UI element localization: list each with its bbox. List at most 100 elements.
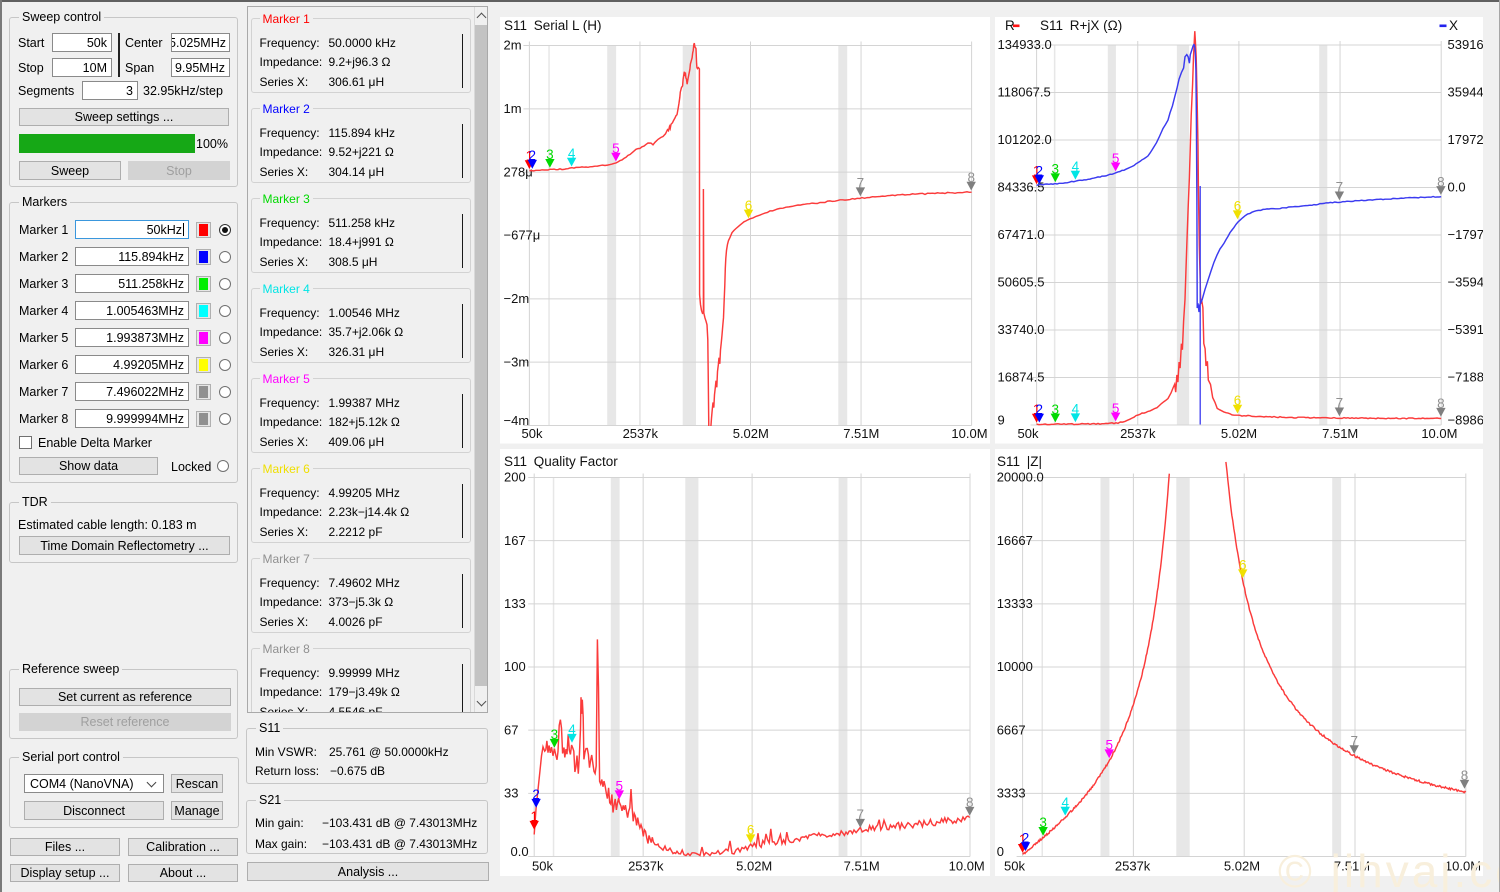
svg-text:5.02M: 5.02M <box>1221 426 1257 441</box>
svg-text:2m: 2m <box>504 38 522 53</box>
svg-text:3333: 3333 <box>997 786 1026 801</box>
svg-text:10.0M: 10.0M <box>1445 859 1481 874</box>
svg-text:8: 8 <box>967 170 975 185</box>
svg-text:16667: 16667 <box>997 533 1033 548</box>
svg-text:50k: 50k <box>522 426 543 441</box>
svg-text:0.0: 0.0 <box>511 844 529 859</box>
svg-text:6: 6 <box>1234 393 1242 408</box>
svg-text:167: 167 <box>504 533 526 548</box>
svg-text:1: 1 <box>1033 164 1041 179</box>
svg-text:67: 67 <box>504 722 518 737</box>
svg-text:7.51M: 7.51M <box>1334 859 1370 874</box>
svg-text:1: 1 <box>526 148 534 163</box>
svg-text:2: 2 <box>1036 163 1044 178</box>
svg-text:8: 8 <box>1437 396 1445 411</box>
svg-text:84336.5: 84336.5 <box>998 180 1045 195</box>
svg-text:1: 1 <box>530 809 538 824</box>
svg-text:50k: 50k <box>532 859 553 874</box>
svg-text:10.0M: 10.0M <box>951 426 987 441</box>
svg-text:13333: 13333 <box>997 596 1033 611</box>
svg-text:3: 3 <box>551 727 559 742</box>
svg-text:20000.0: 20000.0 <box>997 470 1044 485</box>
svg-text:7: 7 <box>857 807 865 822</box>
svg-text:3: 3 <box>546 147 554 162</box>
svg-text:6: 6 <box>745 198 753 213</box>
svg-text:S11 Serial L (H): S11 Serial L (H) <box>504 18 602 33</box>
svg-text:1m: 1m <box>504 101 522 116</box>
svg-text:5: 5 <box>1112 151 1120 166</box>
svg-text:101202.0: 101202.0 <box>998 132 1052 147</box>
svg-text:2537k: 2537k <box>628 859 664 874</box>
svg-text:−17972.3: −17972.3 <box>1448 227 1484 242</box>
svg-text:6: 6 <box>1239 558 1247 573</box>
svg-text:−2m: −2m <box>504 291 530 306</box>
svg-text:17972.3: 17972.3 <box>1448 132 1484 147</box>
svg-text:4: 4 <box>1072 402 1080 417</box>
svg-text:7: 7 <box>1350 733 1358 748</box>
svg-text:2: 2 <box>1036 402 1044 417</box>
svg-text:33740.0: 33740.0 <box>998 322 1045 337</box>
svg-text:−35944.6: −35944.6 <box>1448 275 1484 290</box>
svg-text:133: 133 <box>504 596 526 611</box>
svg-text:5.02M: 5.02M <box>736 859 772 874</box>
svg-text:5: 5 <box>1105 738 1113 753</box>
svg-text:2537k: 2537k <box>623 426 659 441</box>
svg-text:50k: 50k <box>1018 426 1039 441</box>
svg-text:50605.5: 50605.5 <box>998 275 1045 290</box>
svg-text:2: 2 <box>532 787 540 802</box>
svg-text:3: 3 <box>1039 815 1047 830</box>
svg-text:1: 1 <box>1019 832 1027 847</box>
svg-text:7: 7 <box>1336 396 1344 411</box>
svg-text:4: 4 <box>568 722 576 737</box>
svg-text:10.0M: 10.0M <box>1421 426 1457 441</box>
svg-text:10.0M: 10.0M <box>949 859 985 874</box>
svg-text:7.51M: 7.51M <box>843 426 879 441</box>
svg-text:7.51M: 7.51M <box>1322 426 1358 441</box>
svg-text:50k: 50k <box>1004 859 1025 874</box>
svg-text:8: 8 <box>1437 174 1445 189</box>
svg-text:5: 5 <box>1112 401 1120 416</box>
svg-text:5: 5 <box>612 141 620 156</box>
svg-text:−71889.2: −71889.2 <box>1448 370 1484 385</box>
svg-text:7: 7 <box>1336 180 1344 195</box>
svg-text:3: 3 <box>1052 162 1060 177</box>
svg-text:9: 9 <box>998 413 1005 428</box>
svg-text:118067.5: 118067.5 <box>998 85 1051 100</box>
svg-text:4: 4 <box>568 146 576 161</box>
svg-text:67471.0: 67471.0 <box>998 227 1045 242</box>
svg-text:8: 8 <box>1461 768 1469 783</box>
svg-text:200: 200 <box>504 470 526 485</box>
svg-text:3: 3 <box>1052 402 1060 417</box>
svg-text:0: 0 <box>997 844 1004 859</box>
svg-text:278μ: 278μ <box>504 164 533 179</box>
svg-text:6: 6 <box>1234 199 1242 214</box>
svg-text:6: 6 <box>747 823 755 838</box>
svg-text:33: 33 <box>504 786 518 801</box>
svg-text:5: 5 <box>616 779 624 794</box>
svg-text:4: 4 <box>1061 795 1069 810</box>
svg-text:0.0: 0.0 <box>1448 180 1466 195</box>
svg-text:35944.6: 35944.6 <box>1448 85 1484 100</box>
svg-text:−53916.9: −53916.9 <box>1448 322 1484 337</box>
svg-text:S11 |Z|: S11 |Z| <box>997 454 1042 469</box>
svg-text:2: 2 <box>529 148 537 163</box>
svg-text:−677μ: −677μ <box>504 228 541 243</box>
svg-text:5.02M: 5.02M <box>733 426 769 441</box>
svg-text:7.51M: 7.51M <box>844 859 880 874</box>
svg-text:X: X <box>1449 18 1458 33</box>
svg-text:53916.9: 53916.9 <box>1448 37 1484 52</box>
svg-text:6667: 6667 <box>997 722 1026 737</box>
svg-text:10000: 10000 <box>997 659 1033 674</box>
svg-text:134933.0: 134933.0 <box>998 37 1052 52</box>
svg-text:2537k: 2537k <box>1120 426 1156 441</box>
svg-text:−4m: −4m <box>504 413 530 428</box>
svg-text:8: 8 <box>966 795 974 810</box>
svg-text:S11 Quality Factor: S11 Quality Factor <box>504 454 618 469</box>
svg-text:R: R <box>1005 18 1015 33</box>
svg-text:7: 7 <box>857 176 865 191</box>
svg-text:−3m: −3m <box>504 354 530 369</box>
svg-text:2: 2 <box>1022 831 1030 846</box>
svg-text:S11 R+jX (Ω): S11 R+jX (Ω) <box>1040 18 1122 33</box>
svg-text:−89861.5: −89861.5 <box>1448 413 1484 428</box>
svg-text:1: 1 <box>1033 402 1041 417</box>
